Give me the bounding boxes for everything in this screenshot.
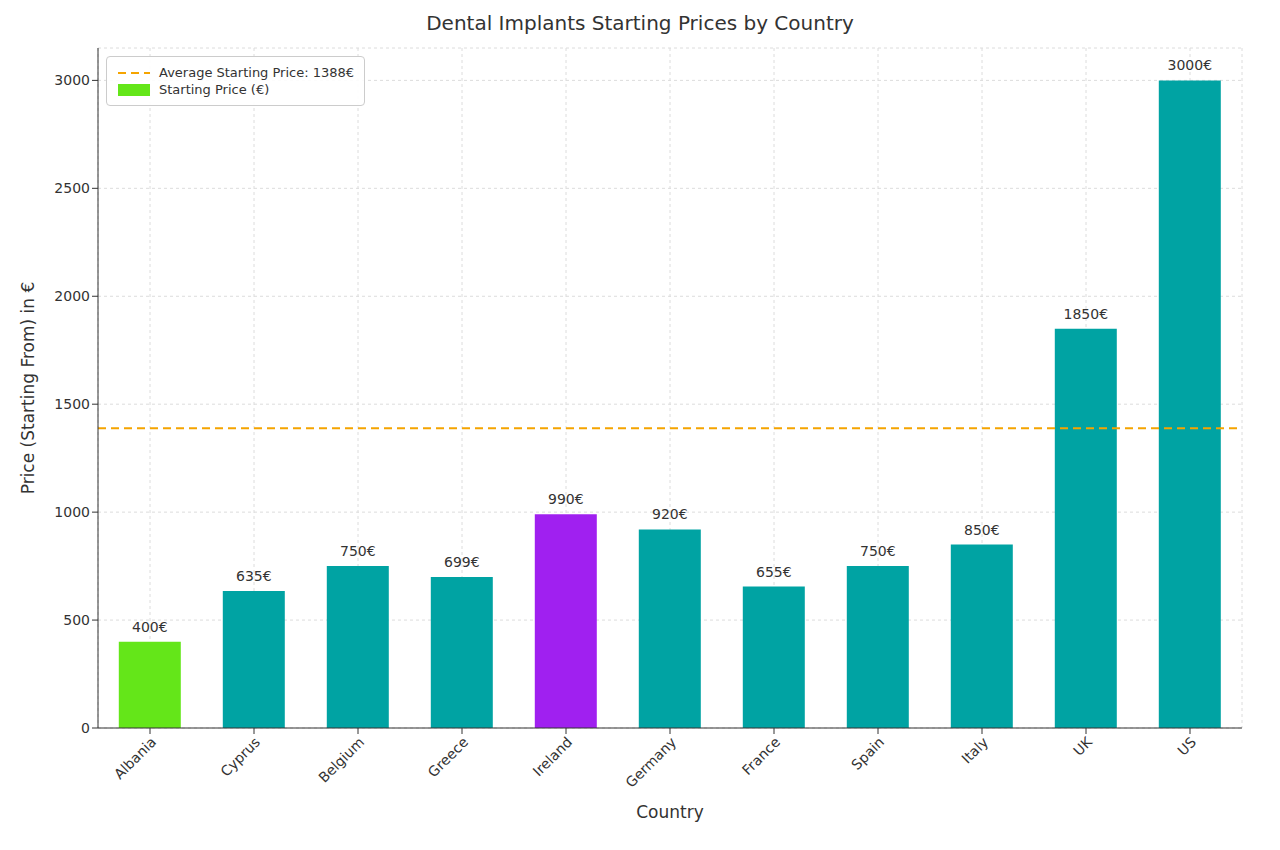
html-text:Starting Price (€): Starting Price (€) [159, 82, 270, 97]
svg-text:3000€: 3000€ [1168, 57, 1213, 73]
svg-text:2000: 2000 [54, 288, 90, 304]
svg-text:1000: 1000 [54, 504, 90, 520]
svg-text:Greece: Greece [425, 734, 472, 781]
svg-text:990€: 990€ [548, 491, 584, 507]
svg-text:Italy: Italy [958, 734, 991, 767]
svg-text:Germany: Germany [622, 734, 679, 791]
svg-text:1850€: 1850€ [1064, 306, 1109, 322]
svg-text:UK: UK [1070, 733, 1096, 759]
svg-text:750€: 750€ [860, 543, 896, 559]
svg-text:Cyprus: Cyprus [217, 734, 263, 780]
svg-text:US: US [1174, 734, 1199, 759]
svg-text:850€: 850€ [964, 522, 1000, 538]
svg-text:750€: 750€ [340, 543, 376, 559]
html-text:Average Starting Price: 1388€: Average Starting Price: 1388€ [159, 65, 355, 80]
svg-text:2500: 2500 [54, 180, 90, 196]
html-text:Dental Implants Starting Price: Dental Implants Starting Prices by Count… [426, 11, 854, 35]
svg-text:500: 500 [63, 612, 90, 628]
svg-text:Albania: Albania [111, 734, 159, 782]
svg-text:400€: 400€ [132, 619, 168, 635]
svg-text:Country: Country [636, 802, 704, 822]
svg-text:Belgium: Belgium [315, 734, 367, 786]
svg-text:635€: 635€ [236, 568, 272, 584]
svg-text:Price (Starting From) in €: Price (Starting From) in € [18, 282, 38, 495]
svg-text:3000: 3000 [54, 72, 90, 88]
svg-text:699€: 699€ [444, 554, 480, 570]
svg-text:Ireland: Ireland [530, 734, 576, 780]
svg-text:France: France [739, 734, 783, 778]
svg-text:1500: 1500 [54, 396, 90, 412]
svg-text:655€: 655€ [756, 564, 792, 580]
svg-text:0: 0 [81, 720, 90, 736]
svg-text:920€: 920€ [652, 506, 688, 522]
svg-text:Spain: Spain [848, 734, 887, 773]
